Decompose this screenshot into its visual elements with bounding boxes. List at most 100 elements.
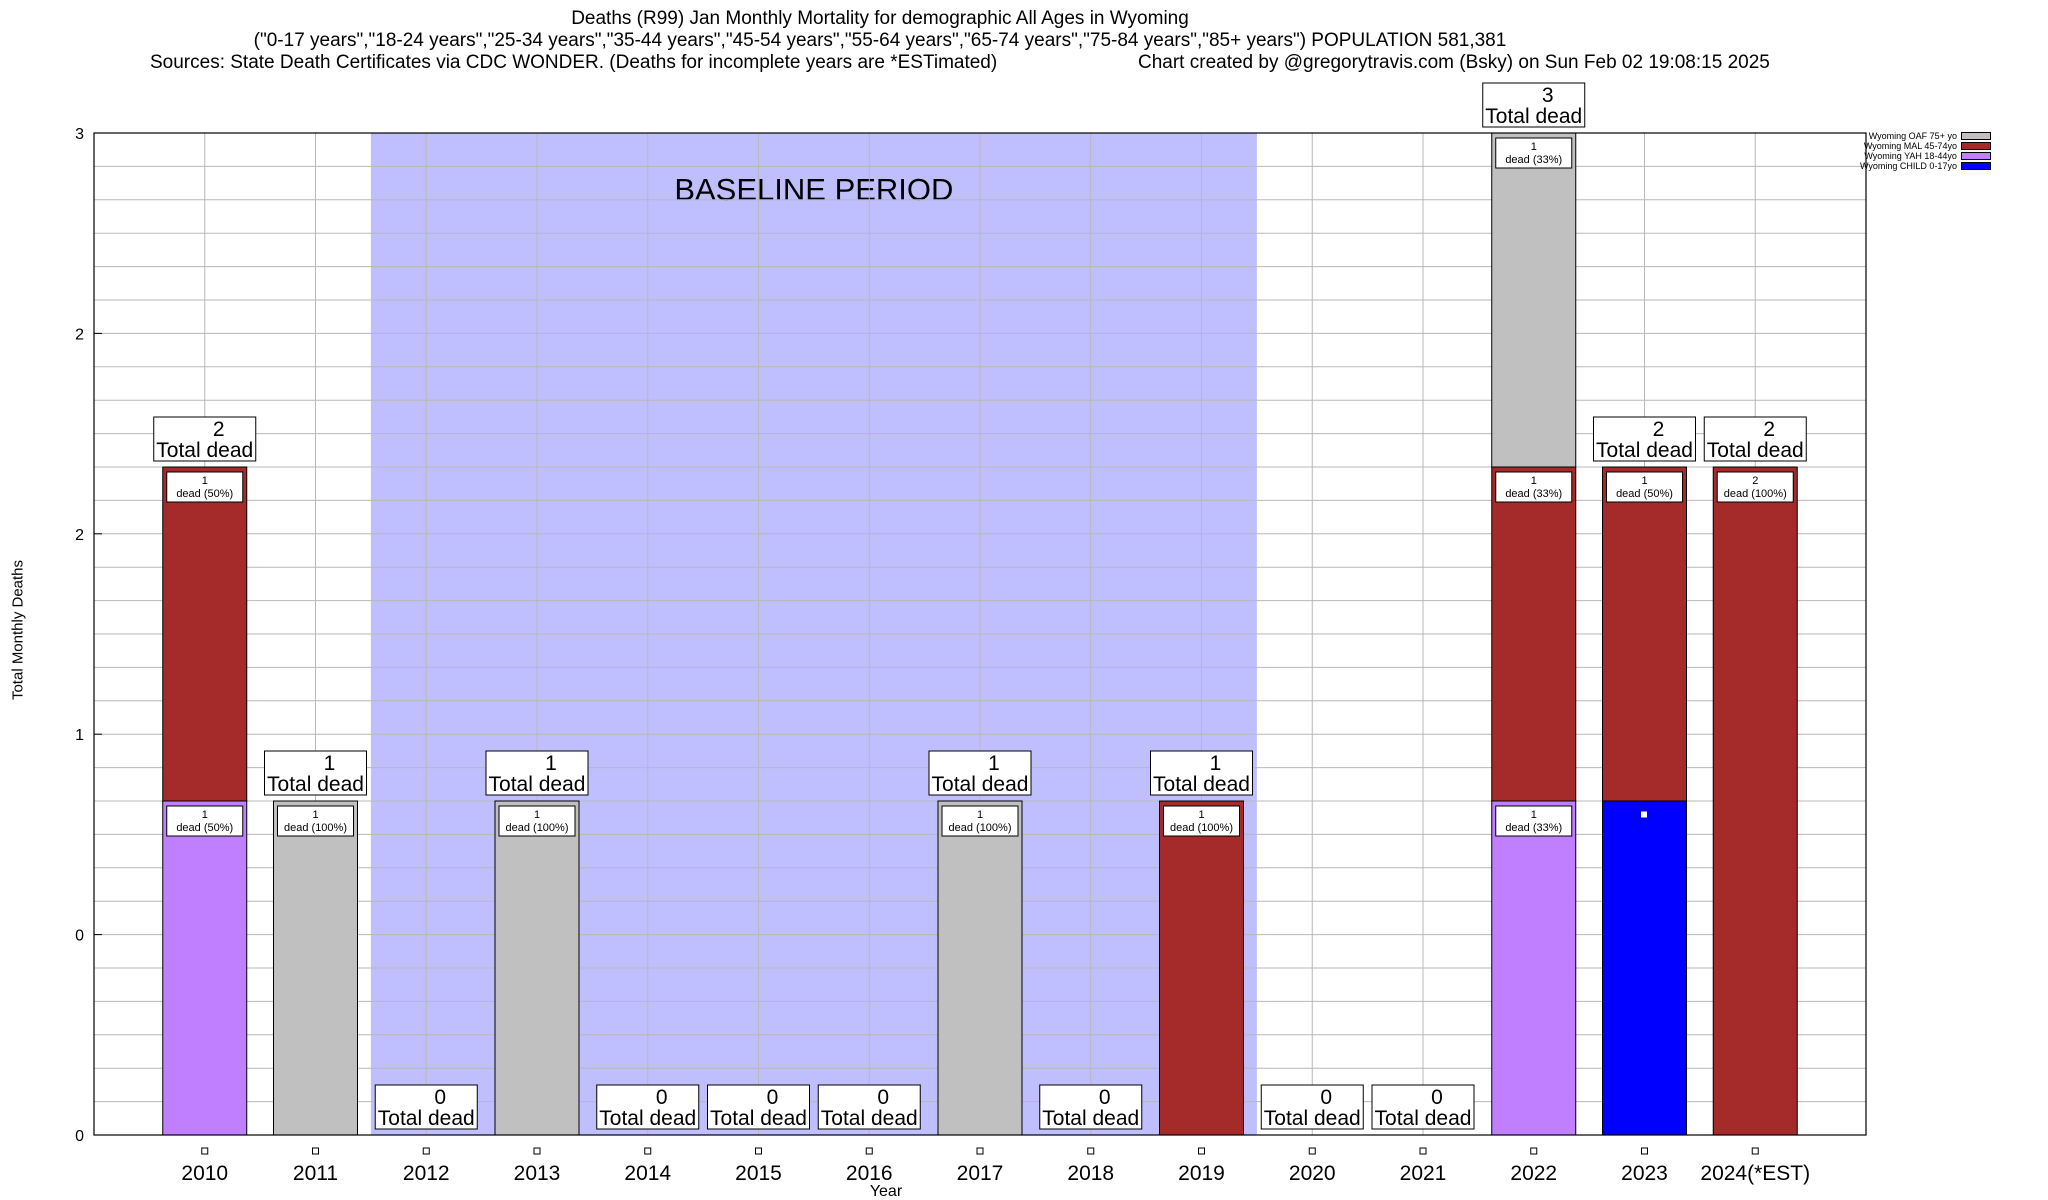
- segment-count-label: 1: [1198, 809, 1204, 821]
- x-tick-label: 2010: [181, 1162, 228, 1185]
- bar-segment: [162, 800, 248, 1136]
- total-dead-label: Total dead: [489, 773, 586, 796]
- bar-segment: [273, 800, 358, 1136]
- total-count-label: 3: [1542, 84, 1554, 107]
- total-count-label: 0: [1431, 1086, 1443, 1109]
- bar-segment: [1602, 466, 1687, 802]
- legend: Wyoming OAF 75+ yo Wyoming MAL 45-74yo Wyo…: [1860, 131, 1991, 171]
- x-tick-marker: [1308, 1147, 1316, 1155]
- y-axis-label: Total Monthly Deaths: [9, 559, 27, 701]
- x-tick-label: 2011: [293, 1162, 338, 1185]
- bar-segment: [494, 800, 580, 1136]
- total-label-box: [153, 416, 257, 462]
- x-tick-label: 2021: [1400, 1162, 1447, 1185]
- x-tick-label: 2024(*EST): [1700, 1162, 1810, 1185]
- x-tick-marker: [1419, 1147, 1427, 1155]
- segment-count-label: 1: [202, 809, 208, 821]
- segment-percent-label: dead (100%): [506, 822, 569, 834]
- legend-item: Wyoming YAH 18-44yo: [1860, 151, 1991, 161]
- legend-swatch: [1960, 142, 1991, 150]
- bar-segment: [1159, 800, 1244, 1136]
- total-dead-label: Total dead: [1042, 1107, 1139, 1130]
- x-tick-marker: [755, 1147, 762, 1155]
- total-label-box: [596, 1084, 700, 1130]
- segment-count-label: 1: [534, 809, 540, 821]
- x-tick-marker: [976, 1147, 984, 1155]
- legend-item: Wyoming CHILD 0-17yo: [1860, 161, 1991, 171]
- baseline-period-label: BASELINE PERIOD: [674, 172, 953, 207]
- bar-segment: [1602, 800, 1687, 1136]
- total-count-label: 1: [1210, 752, 1222, 775]
- total-dead-label: Total dead: [267, 773, 364, 796]
- legend-item: Wyoming MAL 45-74yo: [1860, 141, 1991, 151]
- total-count-label: 2: [1653, 418, 1665, 441]
- bar-segment: [1491, 800, 1577, 1136]
- segment-percent-label: dead (50%): [1616, 488, 1673, 500]
- segment-label-box: [1606, 471, 1683, 503]
- segment-percent-label: dead (33%): [1505, 822, 1562, 834]
- segment-label-box: [941, 805, 1019, 837]
- total-dead-label: Total dead: [1375, 1107, 1472, 1130]
- x-tick-label: 2018: [1067, 1162, 1114, 1185]
- sources-note: Sources: State Death Certificates via CD…: [150, 52, 998, 73]
- total-count-label: 0: [656, 1086, 668, 1109]
- x-tick-marker: [1641, 1147, 1648, 1155]
- segment-percent-label: dead (100%): [1724, 488, 1787, 500]
- segment-label-box: [1495, 471, 1573, 503]
- x-tick-label: 2019: [1178, 1162, 1225, 1185]
- total-label-box: [1039, 1084, 1143, 1130]
- x-tick-label: 2023: [1621, 1162, 1668, 1185]
- x-tick-label: 2012: [403, 1162, 450, 1185]
- y-tick-label: 3: [75, 126, 84, 143]
- total-label-box: [1260, 1084, 1364, 1130]
- segment-count-label: 1: [1641, 475, 1647, 487]
- legend-swatch: [1960, 132, 1991, 140]
- total-label-box: [1371, 1084, 1475, 1130]
- x-tick-marker: [1751, 1147, 1759, 1155]
- legend-label: Wyoming CHILD 0-17yo: [1860, 161, 1957, 171]
- total-dead-label: Total dead: [1264, 1107, 1361, 1130]
- y-tick-label: 1: [75, 727, 84, 744]
- legend-item: Wyoming OAF 75+ yo: [1860, 131, 1991, 141]
- segment-count-label: 1: [1531, 141, 1537, 153]
- y-tick-label: 0: [75, 1128, 84, 1145]
- segment-label-box: [277, 805, 354, 837]
- chart-credit: Chart created by @gregorytravis.com (Bsk…: [1138, 52, 1770, 73]
- x-tick-marker: [644, 1147, 652, 1155]
- bar-segment: [1712, 466, 1798, 1136]
- segment-label-box: [166, 471, 244, 503]
- x-tick-marker: [1198, 1147, 1205, 1155]
- segment-percent-label: dead (33%): [1505, 154, 1562, 166]
- total-count-label: 0: [1320, 1086, 1332, 1109]
- segment-percent-label: dead (100%): [949, 822, 1012, 834]
- segment-percent-label: dead (50%): [176, 822, 233, 834]
- total-count-label: 0: [434, 1086, 446, 1109]
- legend-label: Wyoming MAL 45-74yo: [1863, 141, 1957, 151]
- plot-area: [93, 132, 1867, 1136]
- chart-title: Deaths (R99) Jan Monthly Mortality for d…: [571, 8, 1189, 29]
- segment-count-label: 2: [1752, 475, 1758, 487]
- total-label-box: [1703, 416, 1807, 462]
- total-dead-label: Total dead: [156, 439, 253, 462]
- x-tick-label: 2017: [957, 1162, 1004, 1185]
- total-dead-label: Total dead: [1596, 439, 1693, 462]
- total-label-box: [374, 1084, 478, 1130]
- x-axis-label: Year: [870, 1183, 903, 1200]
- segment-count-label: 1: [1531, 475, 1537, 487]
- total-count-label: 1: [324, 752, 336, 775]
- segment-label-box: [1495, 137, 1573, 169]
- segment-percent-label: dead (100%): [1170, 822, 1233, 834]
- legend-label: Wyoming YAH 18-44yo: [1864, 151, 1957, 161]
- total-dead-label: Total dead: [1153, 773, 1250, 796]
- total-count-label: 0: [767, 1086, 779, 1109]
- segment-label-box: [498, 805, 576, 837]
- x-tick-marker: [422, 1147, 430, 1155]
- chart-subtitle: ("0-17 years","18-24 years","25-34 years…: [253, 30, 1507, 51]
- segment-label-box: [1495, 805, 1573, 837]
- total-label-box: [817, 1084, 921, 1130]
- bar-segment: [937, 800, 1023, 1136]
- total-dead-label: Total dead: [599, 1107, 696, 1130]
- x-tick-marker: [312, 1147, 319, 1155]
- total-count-label: 2: [213, 418, 225, 441]
